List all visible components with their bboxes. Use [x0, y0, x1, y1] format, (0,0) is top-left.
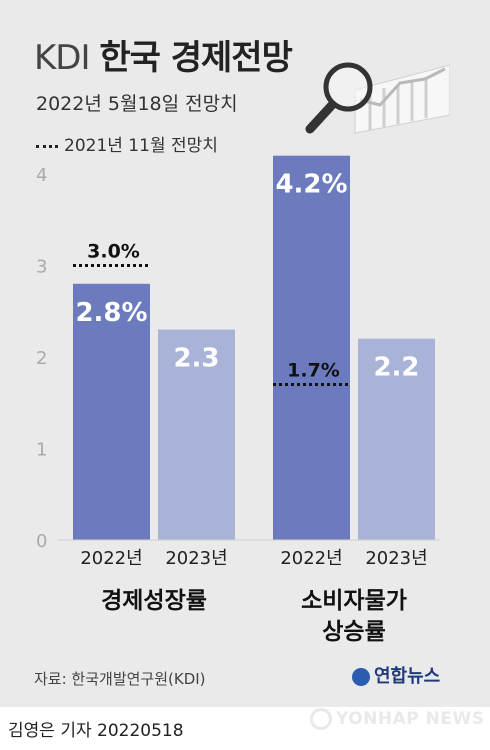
yonhap-logo-icon — [352, 668, 370, 686]
legend: 2021년 11월 전망치 — [36, 131, 218, 156]
bar-value-label: 2.8% — [75, 298, 147, 328]
category-label: 2023년 — [365, 548, 427, 569]
bar-value-label: 2.2 — [373, 353, 419, 383]
yonhap-logo: 연합뉴스 — [352, 662, 440, 688]
y-tick-label: 0 — [36, 531, 47, 552]
category-label: 2022년 — [280, 548, 342, 569]
legend-label: 2021년 11월 전망치 — [64, 136, 218, 156]
title-main: 한국 경제전망 — [99, 38, 293, 78]
category-label: 2023년 — [165, 548, 227, 569]
category-label: 2022년 — [80, 548, 142, 569]
bar-value-label: 4.2% — [275, 170, 347, 200]
logo-text: 연합뉴스 — [374, 666, 441, 687]
y-tick-label: 3 — [36, 257, 47, 278]
group-label: 상승률 — [322, 619, 385, 645]
bar — [358, 338, 435, 540]
watermark: YONHAP NEWS — [310, 708, 484, 730]
chart-title: KDI 한국 경제전망 — [34, 30, 293, 79]
bar — [273, 155, 350, 540]
group-label: 소비자물가 — [301, 588, 407, 614]
reporter-credit: 김영은 기자 20220518 — [8, 721, 184, 741]
y-tick-label: 1 — [36, 440, 47, 461]
watermark-text: YONHAP NEWS — [336, 709, 485, 729]
bar — [73, 283, 150, 540]
title-prefix: KDI — [34, 38, 91, 78]
prior-forecast-label: 1.7% — [287, 359, 340, 381]
bar — [158, 329, 235, 540]
group-label: 경제성장률 — [101, 588, 207, 614]
chart-subtitle: 2022년 5월18일 전망치 — [36, 93, 238, 115]
prior-forecast-label: 3.0% — [87, 241, 140, 263]
y-tick-label: 2 — [36, 348, 47, 369]
watermark-icon — [310, 708, 332, 730]
y-tick-label: 4 — [36, 165, 47, 186]
source-note: 자료: 한국개발연구원(KDI) — [34, 670, 206, 688]
magnifier-chart-illustration — [305, 62, 450, 134]
legend-dotted-line-icon — [36, 144, 58, 148]
bar-value-label: 2.3 — [173, 344, 219, 374]
